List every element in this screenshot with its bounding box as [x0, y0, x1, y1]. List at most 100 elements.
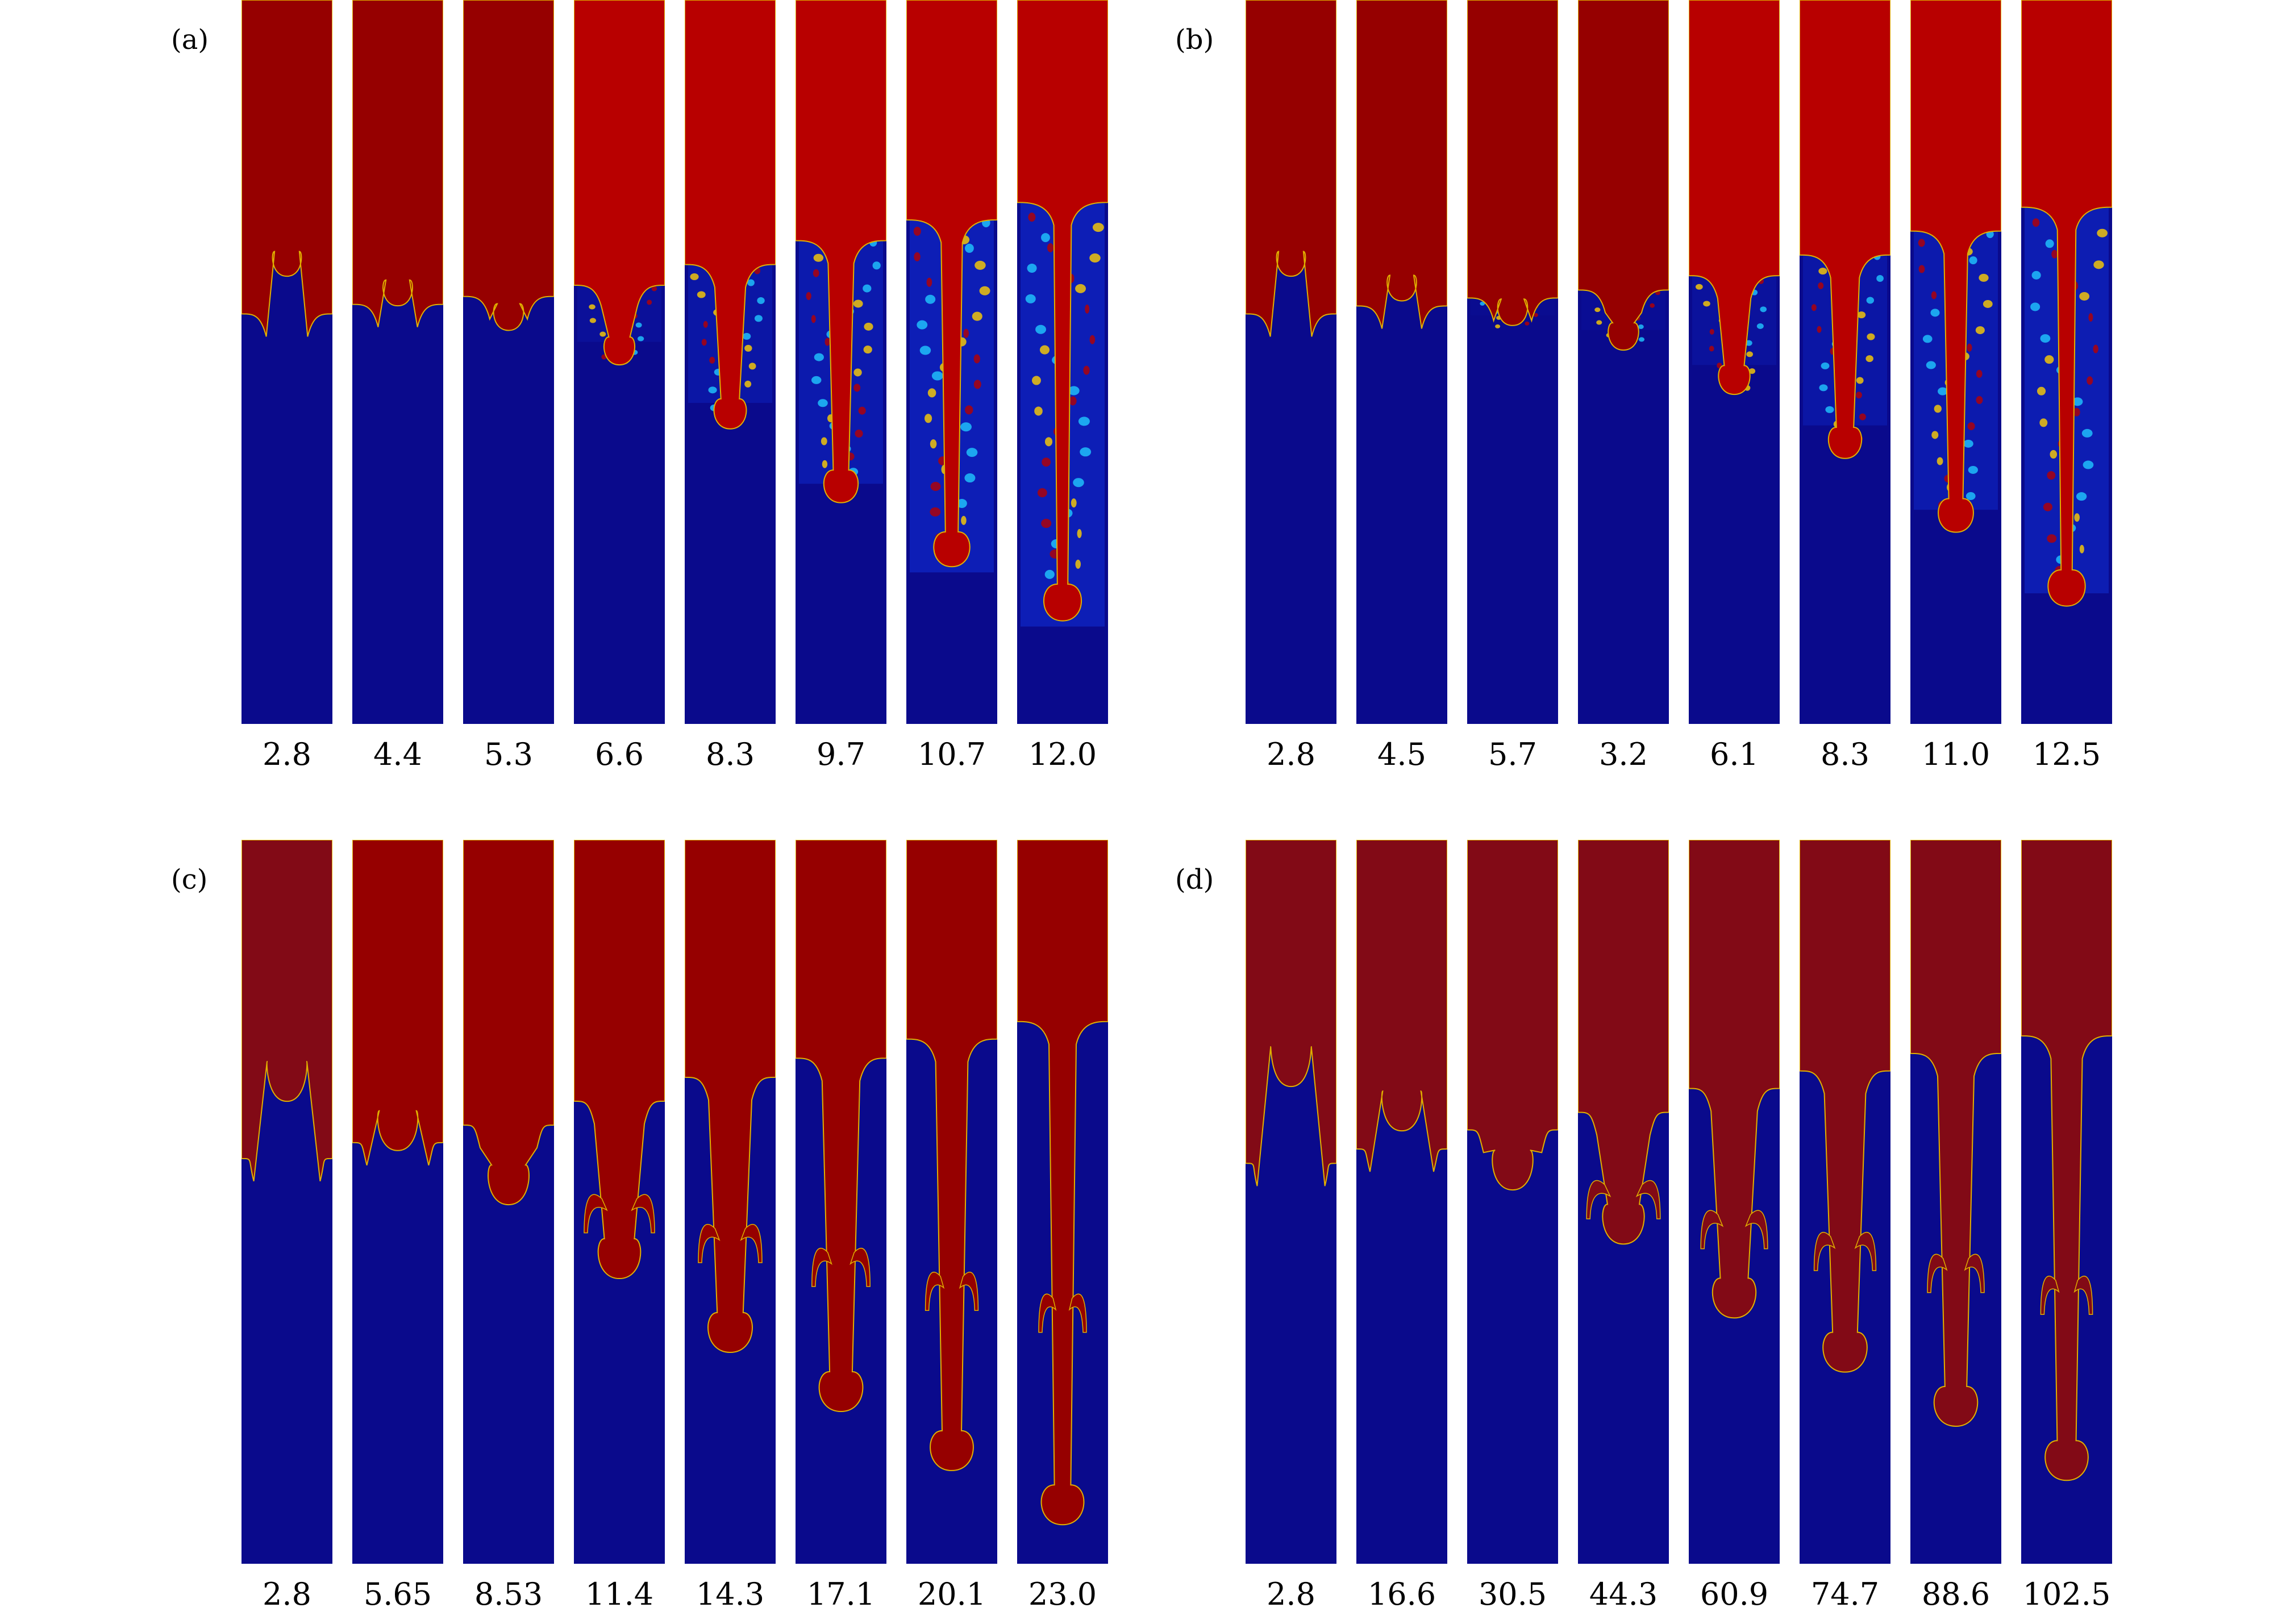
mixing-blob [1650, 303, 1655, 308]
snapshot-strip [574, 0, 665, 724]
time-label: 8.3 [706, 736, 755, 772]
snapshot-strip [1578, 840, 1669, 1564]
heavy-fluid-spike [1356, 0, 1447, 329]
snapshot-image [1467, 840, 1558, 1564]
mixing-blob [1594, 307, 1601, 313]
time-label: 6.1 [1710, 736, 1759, 772]
mixing-blob [926, 277, 932, 287]
mixing-blob [1071, 498, 1077, 508]
snapshot-image [906, 840, 997, 1564]
mixing-blob [965, 243, 974, 253]
snapshot-image [685, 0, 776, 724]
snapshot-strip [1467, 840, 1558, 1564]
snapshot-strip [1356, 0, 1447, 724]
panel-a: (a) 2.8 4.4 5.3 6.6 8.3 9.7 10.7 12.0 [171, 0, 1112, 784]
snapshot-strip [352, 0, 443, 724]
heavy-fluid-spike [352, 0, 443, 327]
mixing-blob [1968, 465, 1978, 474]
mixing-blob [589, 318, 597, 323]
panel-label: (d) [1175, 864, 1214, 896]
mixing-blob [1709, 345, 1714, 352]
snapshot-image [2021, 0, 2112, 724]
mixing-blob [742, 332, 751, 340]
heavy-fluid-spike [685, 840, 776, 1353]
snapshot-strip [906, 840, 997, 1564]
time-label: 88.6 [1921, 1576, 1990, 1612]
mixing-blob [1041, 233, 1050, 243]
mixing-blob [1068, 386, 1080, 395]
time-label: 2.8 [263, 1576, 311, 1612]
mixing-blob [925, 294, 936, 304]
mixing-blob [2087, 376, 2093, 385]
mixing-blob [914, 252, 921, 261]
panel-d: (d) 2.8 16.6 30.5 44.3 60.9 74.7 88.6 102.5 [1175, 840, 2116, 1624]
mixing-blob [708, 386, 717, 394]
mixing-blob [1709, 328, 1714, 335]
mixing-blob [863, 284, 872, 293]
mixing-blob [853, 368, 862, 377]
mixing-blob [806, 292, 811, 301]
mixing-blob [1938, 387, 1948, 395]
mixing-blob [824, 338, 830, 346]
mixing-blob [1075, 559, 1081, 569]
secondary-finger [2073, 1276, 2093, 1315]
mixing-blob [637, 336, 644, 342]
snapshot-strip [2021, 0, 2112, 724]
mixing-blob [930, 439, 937, 449]
heavy-fluid-spike [1578, 840, 1669, 1245]
mixing-blob [965, 405, 973, 415]
secondary-finger [925, 1272, 945, 1311]
mixing-blob [1819, 384, 1828, 392]
snapshot-strip [1246, 0, 1336, 724]
snapshot-strip [1689, 0, 1780, 724]
heavy-fluid-spike [796, 840, 886, 1412]
mixing-blob [1931, 431, 1939, 439]
mixing-blob [956, 498, 967, 508]
mixing-blob [2047, 534, 2057, 543]
mixing-blob [1866, 297, 1875, 304]
mixing-blob [1859, 413, 1866, 420]
mixing-blob [917, 320, 928, 330]
mixing-blob [1756, 323, 1764, 329]
mixing-blob [966, 448, 978, 457]
mixing-blob [744, 380, 752, 388]
mixing-blob [647, 299, 652, 305]
mixing-blob [864, 322, 873, 331]
snapshot-strip [1910, 840, 2001, 1564]
mixing-blob [1976, 369, 1983, 378]
mixing-blob [1856, 377, 1864, 384]
mixing-blob [1937, 457, 1943, 465]
secondary-finger [1635, 1180, 1661, 1219]
secondary-finger [1068, 1293, 1087, 1333]
mixing-blob [2050, 450, 2058, 459]
mixing-blob [2051, 249, 2058, 259]
mixing-blob [1525, 321, 1530, 326]
mixing-blob [963, 328, 969, 338]
snapshot-strip [574, 840, 665, 1564]
snapshot-image [1578, 0, 1669, 724]
snapshot-image [906, 0, 997, 724]
mixing-blob [811, 315, 816, 323]
mixing-blob [2076, 492, 2087, 501]
secondary-finger [740, 1223, 763, 1263]
snapshot-image [1467, 0, 1558, 724]
mixing-blob [1083, 365, 1090, 375]
mixing-blob [747, 279, 755, 286]
time-label: 11.4 [585, 1576, 654, 1612]
snapshot-image [352, 0, 443, 724]
mixing-blob [1857, 311, 1866, 319]
mixing-blob [1075, 284, 1086, 293]
mixing-blob [1703, 301, 1710, 307]
time-label: 16.6 [1367, 1576, 1436, 1612]
mixing-blob [754, 315, 763, 322]
secondary-finger [959, 1272, 979, 1311]
time-label: 2.8 [1267, 736, 1315, 772]
mixing-blob [919, 345, 931, 355]
snapshot-image [574, 840, 665, 1564]
mixing-blob [1867, 333, 1875, 340]
snapshot-image [463, 840, 554, 1564]
mixing-blob [973, 354, 980, 364]
heavy-fluid-spike [463, 0, 554, 331]
mixing-blob [1089, 335, 1096, 344]
time-label: 5.65 [363, 1576, 432, 1612]
